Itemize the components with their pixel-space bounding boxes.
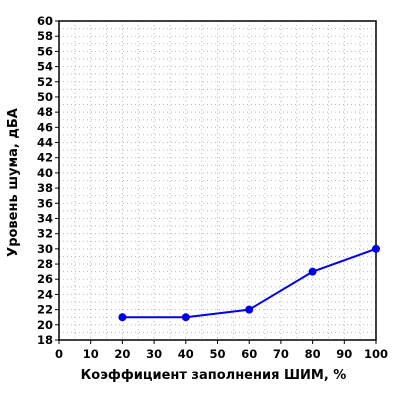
y-tick-label: 20 bbox=[37, 318, 53, 332]
y-tick-label: 54 bbox=[37, 60, 53, 74]
x-tick-label: 20 bbox=[114, 347, 130, 361]
data-point bbox=[118, 313, 127, 322]
y-tick-label: 24 bbox=[37, 287, 53, 301]
x-tick-label: 40 bbox=[178, 347, 194, 361]
y-tick-label: 52 bbox=[37, 75, 53, 89]
plot-frame bbox=[58, 20, 377, 341]
data-point bbox=[308, 267, 317, 276]
x-tick-label: 70 bbox=[273, 347, 289, 361]
x-tick-label: 30 bbox=[146, 347, 162, 361]
data-point bbox=[245, 305, 254, 314]
y-tick-label: 56 bbox=[37, 44, 53, 58]
x-tick-label: 60 bbox=[241, 347, 257, 361]
y-tick-label: 40 bbox=[37, 166, 53, 180]
series-layer bbox=[118, 244, 380, 322]
y-tick-label: 50 bbox=[37, 90, 53, 104]
y-tick-label: 42 bbox=[37, 151, 53, 165]
x-tick-label: 0 bbox=[55, 347, 63, 361]
x-tick-label: 50 bbox=[209, 347, 225, 361]
y-tick-label: 38 bbox=[37, 181, 53, 195]
y-tick-label: 32 bbox=[37, 227, 53, 241]
y-tick-label: 30 bbox=[37, 242, 53, 256]
x-axis-ticks: 0 10 20 30 40 50 60 70 80 90 100 bbox=[55, 340, 388, 361]
y-tick-label: 34 bbox=[37, 211, 53, 225]
y-tick-label: 44 bbox=[37, 136, 53, 150]
data-point bbox=[372, 244, 380, 253]
y-tick-label: 46 bbox=[37, 120, 53, 134]
y-axis-label: Уровень шума, дБА bbox=[6, 108, 21, 257]
x-tick-label: 80 bbox=[305, 347, 321, 361]
y-tick-label: 28 bbox=[37, 257, 53, 271]
y-tick-label: 18 bbox=[37, 333, 53, 347]
y-tick-label: 22 bbox=[37, 303, 53, 317]
x-tick-label: 100 bbox=[364, 347, 388, 361]
y-tick-label: 26 bbox=[37, 272, 53, 286]
x-tick-label: 90 bbox=[336, 347, 352, 361]
x-axis-label: Коэффициент заполнения ШИМ, % bbox=[81, 368, 347, 383]
x-tick-label: 10 bbox=[83, 347, 99, 361]
data-point bbox=[181, 313, 190, 322]
grid bbox=[59, 21, 376, 340]
y-tick-label: 48 bbox=[37, 105, 53, 119]
y-tick-label: 58 bbox=[37, 29, 53, 43]
y-tick-label: 60 bbox=[37, 14, 53, 28]
y-tick-label: 36 bbox=[37, 196, 53, 210]
